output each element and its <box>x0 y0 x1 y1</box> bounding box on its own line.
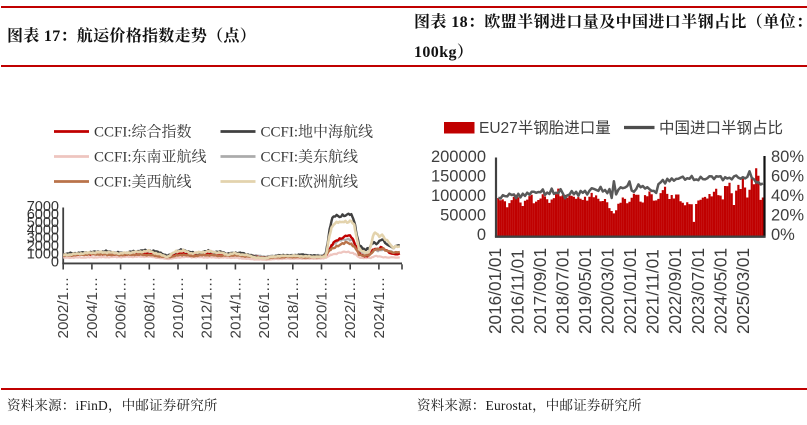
svg-text:2018/07/01: 2018/07/01 <box>553 248 573 334</box>
svg-text:2014/1…: 2014/1… <box>227 277 244 339</box>
svg-text:CCFI:美东航线: CCFI:美东航线 <box>261 149 359 166</box>
svg-text:CCFI:综合指数: CCFI:综合指数 <box>94 124 192 141</box>
svg-text:80%: 80% <box>771 148 804 166</box>
svg-text:2022/09/01: 2022/09/01 <box>665 248 685 334</box>
svg-text:2016/01/01: 2016/01/01 <box>485 248 505 334</box>
svg-text:50000: 50000 <box>440 207 486 225</box>
svg-text:2018/1…: 2018/1… <box>285 277 302 339</box>
svg-text:5000: 5000 <box>27 215 59 231</box>
svg-text:4000: 4000 <box>27 223 59 239</box>
svg-text:2021/11/01: 2021/11/01 <box>643 249 663 334</box>
svg-text:0%: 0% <box>771 226 795 244</box>
svg-text:2006/1…: 2006/1… <box>113 277 130 339</box>
svg-text:2019/05/01: 2019/05/01 <box>575 248 595 334</box>
svg-text:CCFI:地中海航线: CCFI:地中海航线 <box>261 123 374 141</box>
svg-text:100000: 100000 <box>431 187 486 205</box>
svg-text:2010/1…: 2010/1… <box>170 277 187 339</box>
svg-text:0: 0 <box>477 226 486 244</box>
svg-text:2004/1…: 2004/1… <box>84 277 101 339</box>
svg-text:2008/1…: 2008/1… <box>141 277 158 339</box>
svg-text:150000: 150000 <box>431 168 486 186</box>
svg-text:2023/07/01: 2023/07/01 <box>688 248 708 334</box>
svg-text:CCFI:欧洲航线: CCFI:欧洲航线 <box>261 174 359 191</box>
svg-text:40%: 40% <box>771 187 804 205</box>
svg-text:2024/05/01: 2024/05/01 <box>710 248 730 334</box>
svg-text:2024/1…: 2024/1… <box>371 277 388 339</box>
svg-text:60%: 60% <box>771 168 804 186</box>
svg-text:2020/1…: 2020/1… <box>314 277 331 339</box>
svg-text:中国进口半钢占比: 中国进口半钢占比 <box>659 119 783 137</box>
svg-text:2025/03/01: 2025/03/01 <box>733 248 753 334</box>
svg-text:1000: 1000 <box>27 247 59 263</box>
svg-text:6000: 6000 <box>27 207 59 223</box>
svg-text:2022/1…: 2022/1… <box>342 277 359 339</box>
svg-text:2012/1…: 2012/1… <box>199 277 216 339</box>
svg-text:0: 0 <box>51 254 59 270</box>
svg-text:3000: 3000 <box>27 231 59 247</box>
svg-text:20%: 20% <box>771 207 804 225</box>
svg-text:2017/09/01: 2017/09/01 <box>530 248 550 334</box>
svg-text:7000: 7000 <box>27 199 59 215</box>
svg-text:200000: 200000 <box>431 148 486 166</box>
svg-text:CCFI:东南亚航线: CCFI:东南亚航线 <box>94 149 207 166</box>
svg-text:2016/1…: 2016/1… <box>256 277 273 339</box>
svg-text:2016/11/01: 2016/11/01 <box>507 249 527 334</box>
svg-text:2000: 2000 <box>27 239 59 255</box>
svg-text:2021/01/01: 2021/01/01 <box>620 248 640 334</box>
svg-text:2020/03/01: 2020/03/01 <box>598 248 618 334</box>
svg-text:CCFI:美西航线: CCFI:美西航线 <box>94 174 192 191</box>
svg-text:2002/1…: 2002/1… <box>55 277 72 339</box>
svg-text:EU27半钢胎进口量: EU27半钢胎进口量 <box>479 119 611 137</box>
